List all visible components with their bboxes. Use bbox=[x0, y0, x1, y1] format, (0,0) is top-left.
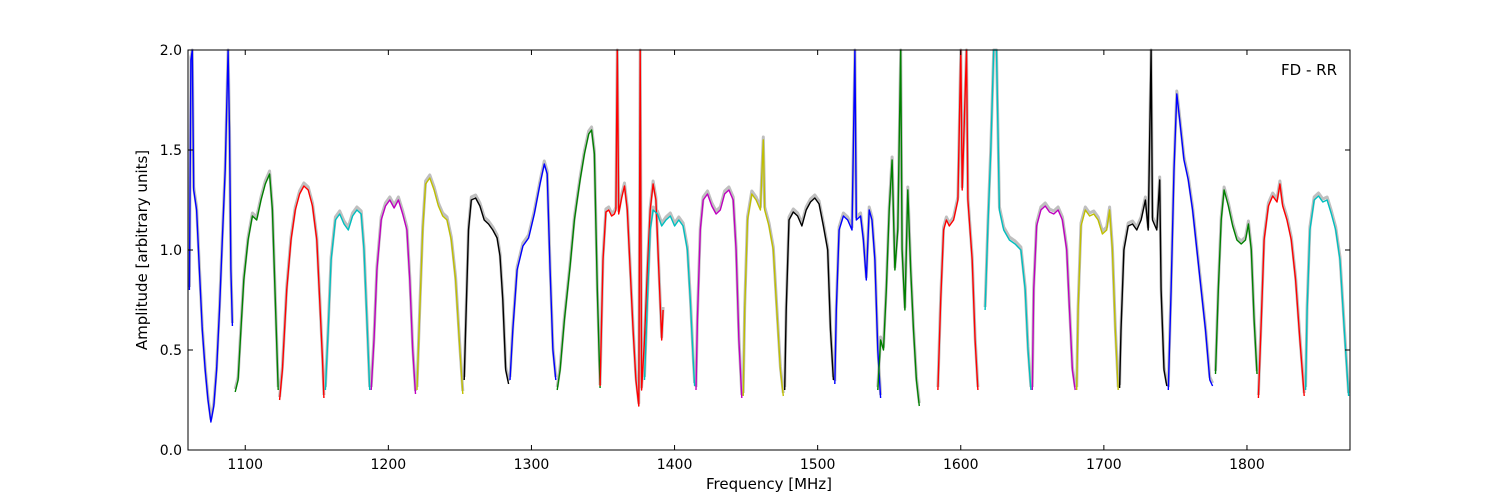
x-tick-label-1400: 1400 bbox=[657, 457, 693, 473]
series-line-24 bbox=[1257, 183, 1305, 399]
x-axis-title: Frequency [MHz] bbox=[706, 475, 832, 493]
ticks-layer: 1100 1200 1300 1400 1500 1600 1700 1800 0.0 0.5 1.… bbox=[160, 43, 1350, 473]
series-line-17 bbox=[937, 49, 979, 391]
series-line-13 bbox=[742, 139, 784, 397]
series-layer bbox=[188, 49, 1350, 423]
series-line-25 bbox=[1304, 195, 1350, 397]
series-line-6 bbox=[416, 177, 464, 395]
series-line-11 bbox=[643, 209, 696, 387]
x-tick-label-1500: 1500 bbox=[800, 457, 836, 473]
y-axis-title: Amplitude [arbitrary units] bbox=[133, 150, 151, 350]
series-line-10 bbox=[599, 49, 664, 407]
series-line-20 bbox=[1076, 209, 1119, 391]
series-line-18 bbox=[984, 49, 1032, 391]
series-line-15 bbox=[834, 49, 882, 399]
y-tick-label-3: 1.5 bbox=[160, 143, 182, 159]
series-line-8 bbox=[509, 163, 557, 381]
x-tick-label-1600: 1600 bbox=[943, 457, 979, 473]
series-line-12 bbox=[695, 189, 743, 399]
series-line-14 bbox=[784, 197, 835, 391]
plot-annotation: FD - RR bbox=[1281, 61, 1337, 79]
x-tick-label-1800: 1800 bbox=[1229, 457, 1265, 473]
series-line-3 bbox=[278, 185, 325, 401]
x-tick-label-1100: 1100 bbox=[227, 457, 263, 473]
x-tick-label-1300: 1300 bbox=[514, 457, 550, 473]
series-line-5 bbox=[370, 199, 417, 395]
y-tick-label-1: 0.5 bbox=[160, 343, 182, 359]
series-line-19 bbox=[1031, 205, 1076, 391]
series-line-16 bbox=[877, 49, 920, 407]
y-tick-label-4: 2.0 bbox=[160, 43, 182, 59]
series-line-21 bbox=[1118, 49, 1168, 389]
series-line-23 bbox=[1214, 189, 1258, 375]
y-tick-label-2: 1.0 bbox=[160, 243, 182, 259]
series-line-9 bbox=[556, 129, 601, 391]
x-tick-label-1700: 1700 bbox=[1086, 457, 1122, 473]
series-line-4 bbox=[324, 209, 371, 391]
series-line-2 bbox=[234, 173, 279, 393]
series-line-22 bbox=[1167, 93, 1214, 391]
y-tick-label-0: 0.0 bbox=[160, 443, 182, 459]
series-line-7 bbox=[463, 197, 510, 385]
x-tick-label-1200: 1200 bbox=[371, 457, 407, 473]
